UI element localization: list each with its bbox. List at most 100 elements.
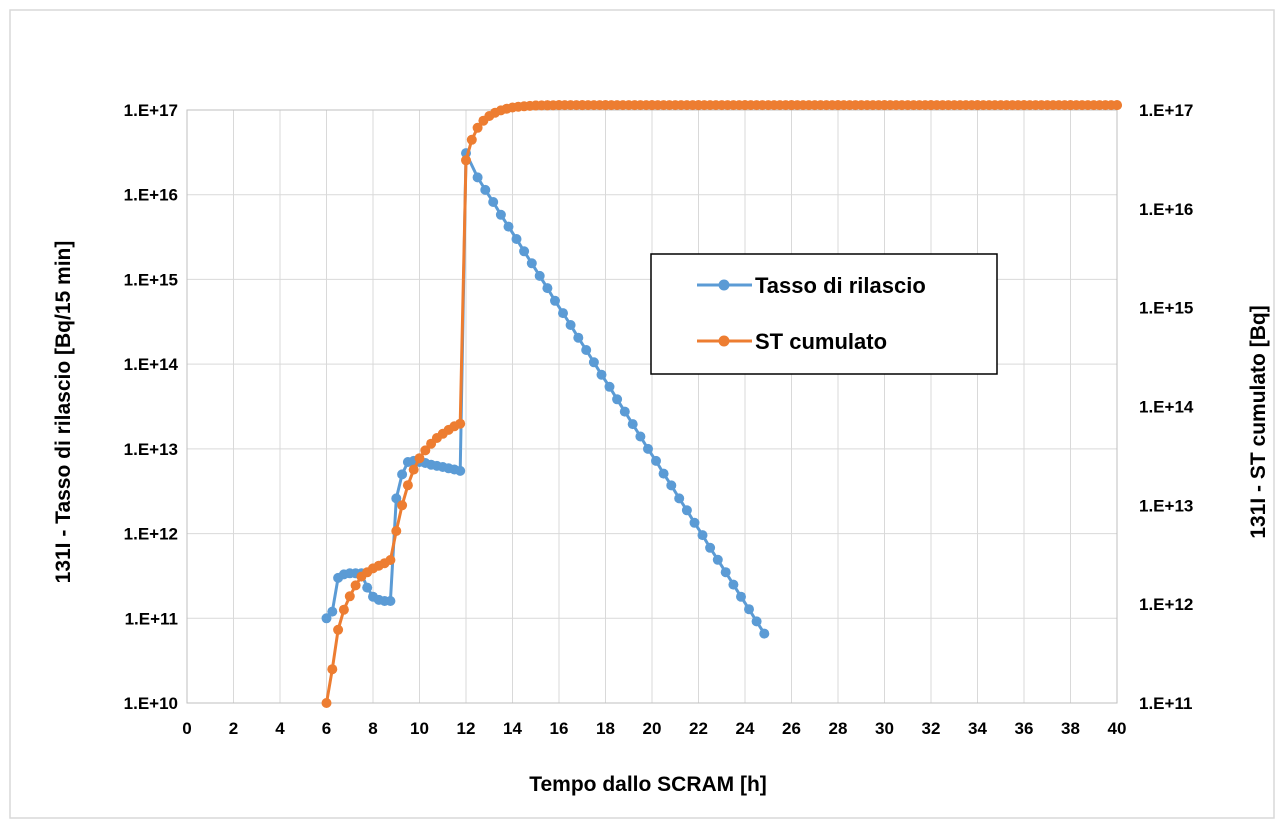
x-tick-label: 14 <box>503 719 522 738</box>
data-point-st-cumulato <box>461 155 471 166</box>
data-point-st-cumulato <box>391 526 402 536</box>
data-point-tasso-di-rilascio <box>697 530 708 541</box>
y-left-tick-label: 1.E+14 <box>124 355 179 374</box>
data-point-tasso-di-rilascio <box>619 406 630 417</box>
series-layer <box>321 100 1122 708</box>
data-point-tasso-di-rilascio <box>689 517 700 528</box>
x-tick-label: 24 <box>736 719 755 738</box>
data-point-st-cumulato <box>455 418 466 429</box>
data-point-tasso-di-rilascio <box>327 606 338 617</box>
data-point-tasso-di-rilascio <box>526 258 537 269</box>
x-tick-label: 8 <box>368 719 377 738</box>
data-point-tasso-di-rilascio <box>712 554 723 565</box>
x-tick-label: 22 <box>689 719 708 738</box>
data-point-tasso-di-rilascio <box>666 480 677 491</box>
data-point-st-cumulato <box>402 480 413 491</box>
data-point-tasso-di-rilascio <box>321 613 332 624</box>
data-point-tasso-di-rilascio <box>674 493 685 504</box>
x-tick-label: 32 <box>922 719 941 738</box>
data-point-tasso-di-rilascio <box>362 582 373 593</box>
data-point-tasso-di-rilascio <box>759 628 770 639</box>
x-tick-label: 34 <box>968 719 987 738</box>
series-tasso-di-rilascio <box>321 148 770 639</box>
y-right-tick-label: 1.E+13 <box>1139 496 1193 515</box>
x-tick-label: 26 <box>782 719 801 738</box>
data-point-tasso-di-rilascio <box>604 381 615 392</box>
data-point-tasso-di-rilascio <box>573 332 584 343</box>
legend-label-tasso: Tasso di rilascio <box>755 273 926 298</box>
data-point-tasso-di-rilascio <box>627 419 638 430</box>
data-point-tasso-di-rilascio <box>565 320 576 330</box>
x-tick-label: 16 <box>550 719 569 738</box>
data-point-tasso-di-rilascio <box>681 505 692 516</box>
data-point-tasso-di-rilascio <box>397 469 408 480</box>
y-right-tick-label: 1.E+11 <box>1139 694 1192 713</box>
data-point-tasso-di-rilascio <box>736 591 746 602</box>
data-point-st-cumulato <box>414 453 425 464</box>
x-tick-label: 40 <box>1108 719 1127 738</box>
y-axis-left-title: 131I - Tasso di rilascio [Bq/15 min] <box>52 241 75 584</box>
data-point-tasso-di-rilascio <box>612 394 623 405</box>
data-point-st-cumulato <box>408 464 419 475</box>
x-tick-label: 0 <box>182 719 191 738</box>
data-point-tasso-di-rilascio <box>519 246 530 257</box>
data-point-tasso-di-rilascio <box>643 443 653 454</box>
data-point-tasso-di-rilascio <box>705 542 716 553</box>
data-point-st-cumulato <box>472 122 483 133</box>
y-right-tick-label: 1.E+14 <box>1139 398 1194 417</box>
x-tick-label: 4 <box>275 719 285 738</box>
legend: Tasso di rilascio ST cumulato <box>650 253 998 375</box>
y-left-tick-label: 1.E+15 <box>124 270 178 289</box>
y-right-tick-label: 1.E+15 <box>1139 299 1193 318</box>
x-tick-label: 28 <box>829 719 848 738</box>
data-point-st-cumulato <box>385 555 396 565</box>
y-left-tick-label: 1.E+12 <box>124 525 178 544</box>
x-tick-label: 30 <box>875 719 894 738</box>
data-point-tasso-di-rilascio <box>385 596 396 606</box>
data-point-tasso-di-rilascio <box>651 455 661 466</box>
data-point-tasso-di-rilascio <box>480 184 491 195</box>
x-tick-label: 2 <box>229 719 238 738</box>
data-point-st-cumulato <box>338 604 349 615</box>
y-right-tick-label: 1.E+16 <box>1139 200 1193 219</box>
data-point-tasso-di-rilascio <box>391 493 402 504</box>
data-point-tasso-di-rilascio <box>542 283 553 294</box>
x-tick-label: 18 <box>596 719 615 738</box>
data-point-tasso-di-rilascio <box>472 172 483 183</box>
x-tick-label: 38 <box>1061 719 1080 738</box>
y-left-tick-label: 1.E+10 <box>124 694 178 713</box>
data-point-tasso-di-rilascio <box>658 468 669 479</box>
series-st-cumulato <box>321 100 1122 708</box>
x-tick-label: 10 <box>410 719 429 738</box>
y-left-tick-label: 1.E+11 <box>125 609 178 628</box>
x-tick-label: 36 <box>1015 719 1034 738</box>
data-point-st-cumulato <box>333 624 344 635</box>
data-point-tasso-di-rilascio <box>588 357 599 368</box>
y-left-tick-label: 1.E+13 <box>124 440 178 459</box>
data-point-tasso-di-rilascio <box>550 295 560 306</box>
data-point-st-cumulato <box>1112 100 1122 111</box>
data-point-tasso-di-rilascio <box>635 431 646 442</box>
chart-frame <box>9 9 1275 819</box>
data-point-st-cumulato <box>350 580 361 591</box>
data-point-tasso-di-rilascio <box>488 197 499 207</box>
x-axis-title: Tempo dallo SCRAM [h] <box>529 773 767 796</box>
y-right-tick-label: 1.E+12 <box>1139 595 1193 614</box>
data-point-tasso-di-rilascio <box>455 465 466 476</box>
data-point-tasso-di-rilascio <box>751 616 762 627</box>
data-point-tasso-di-rilascio <box>503 221 514 232</box>
legend-box <box>650 253 998 375</box>
x-tick-label: 20 <box>643 719 662 738</box>
y-left-tick-label: 1.E+17 <box>124 101 178 120</box>
legend-marker-st <box>718 335 730 347</box>
y-left-tick-label: 1.E+16 <box>124 186 178 205</box>
legend-marker-tasso <box>718 279 730 291</box>
data-point-st-cumulato <box>466 134 477 145</box>
x-axis-ticks: 0 2 4 6 8 10 12 14 16 18 20 22 24 26 28 30 32 34 36 38 40 <box>182 719 1126 738</box>
data-point-tasso-di-rilascio <box>728 579 739 590</box>
y-axis-right-ticks: 1.E+11 1.E+12 1.E+13 1.E+14 1.E+15 1.E+16 1.E+… <box>1139 101 1194 713</box>
data-point-tasso-di-rilascio <box>495 209 506 220</box>
data-point-tasso-di-rilascio <box>558 308 568 319</box>
